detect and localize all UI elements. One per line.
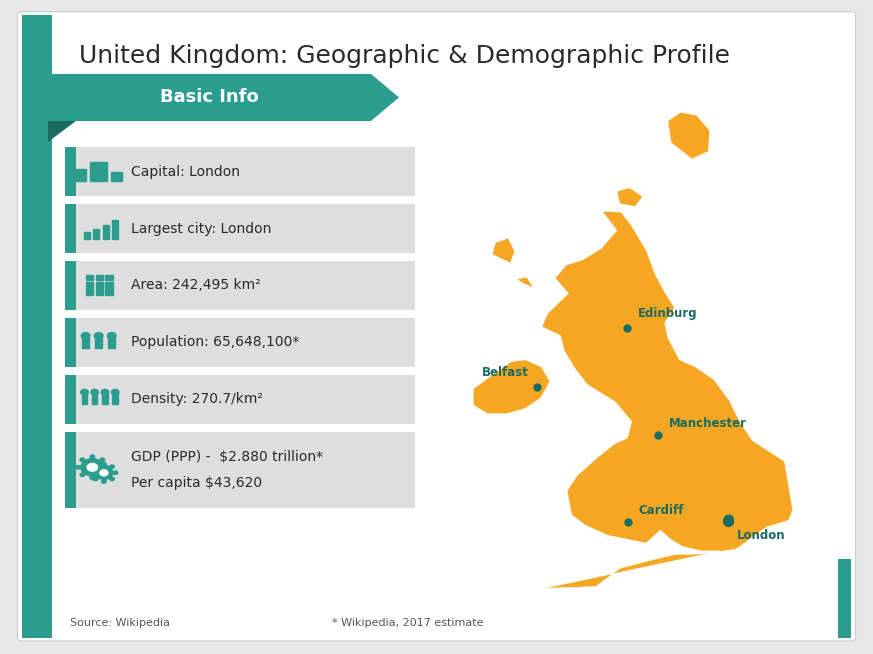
Bar	[93, 230, 100, 239]
Circle shape	[93, 465, 98, 468]
Bar	[108, 337, 115, 348]
Text: Belfast: Belfast	[482, 366, 528, 379]
Circle shape	[76, 466, 80, 469]
Circle shape	[90, 471, 94, 475]
Bar	[86, 283, 93, 288]
Circle shape	[80, 473, 85, 477]
Circle shape	[100, 470, 108, 476]
Text: United Kingdom: Geographic & Demographic Profile: United Kingdom: Geographic & Demographic…	[79, 44, 730, 67]
Circle shape	[80, 389, 88, 395]
Bar	[96, 283, 103, 288]
Circle shape	[101, 462, 107, 466]
Text: Manchester: Manchester	[669, 417, 747, 430]
Bar	[86, 290, 93, 295]
Bar	[106, 275, 113, 281]
Bar	[82, 393, 87, 404]
Polygon shape	[668, 112, 710, 159]
Polygon shape	[617, 188, 643, 207]
Bar	[82, 337, 89, 348]
Polygon shape	[22, 15, 52, 638]
Bar	[102, 393, 107, 404]
Text: Largest city: London: Largest city: London	[131, 222, 272, 235]
Bar	[84, 232, 90, 239]
Circle shape	[95, 466, 113, 479]
Bar	[65, 375, 76, 424]
Circle shape	[81, 333, 90, 339]
Circle shape	[80, 458, 85, 462]
Polygon shape	[48, 121, 76, 142]
Text: Basic Info: Basic Info	[160, 88, 259, 107]
Circle shape	[100, 473, 105, 477]
Circle shape	[104, 466, 109, 469]
Text: Cardiff: Cardiff	[638, 504, 684, 517]
Bar	[65, 432, 415, 508]
Bar	[76, 169, 86, 181]
Bar	[65, 318, 415, 367]
Bar	[96, 290, 103, 295]
Bar	[65, 204, 76, 253]
Circle shape	[81, 458, 104, 476]
Circle shape	[93, 477, 98, 481]
Bar	[65, 375, 415, 424]
Circle shape	[90, 455, 94, 458]
Bar	[65, 204, 415, 253]
Bar	[111, 171, 121, 181]
Text: Population: 65,648,100*: Population: 65,648,100*	[131, 336, 299, 349]
Text: GDP (PPP) -  $2.880 trillion*: GDP (PPP) - $2.880 trillion*	[131, 450, 323, 464]
Bar	[113, 393, 118, 404]
Bar	[65, 318, 76, 367]
Circle shape	[101, 479, 107, 483]
Bar	[838, 559, 851, 638]
Text: London: London	[737, 529, 786, 542]
Polygon shape	[48, 74, 371, 121]
Polygon shape	[371, 74, 399, 121]
Bar	[65, 147, 76, 196]
Polygon shape	[492, 238, 514, 263]
Circle shape	[91, 389, 99, 395]
Bar	[96, 275, 103, 281]
Text: Edinburg: Edinburg	[637, 307, 698, 320]
Bar	[95, 337, 102, 348]
Circle shape	[94, 333, 103, 339]
Bar	[103, 224, 108, 239]
Text: * Wikipedia, 2017 estimate: * Wikipedia, 2017 estimate	[332, 617, 484, 628]
Text: Source: Wikipedia: Source: Wikipedia	[70, 617, 170, 628]
Bar	[106, 290, 113, 295]
Circle shape	[112, 389, 119, 395]
Circle shape	[113, 471, 118, 475]
Bar	[86, 275, 93, 281]
Polygon shape	[542, 211, 793, 588]
Circle shape	[90, 476, 94, 479]
Bar	[92, 393, 98, 404]
Text: Density: 270.7/km²: Density: 270.7/km²	[131, 392, 263, 406]
FancyBboxPatch shape	[17, 12, 856, 641]
Circle shape	[87, 464, 98, 471]
Circle shape	[110, 465, 114, 468]
Bar	[90, 162, 107, 181]
Circle shape	[110, 477, 114, 481]
Text: ✪: ✪	[722, 514, 734, 528]
Bar	[65, 432, 76, 508]
Circle shape	[101, 389, 109, 395]
Bar	[65, 261, 76, 310]
Polygon shape	[517, 277, 533, 288]
Circle shape	[100, 458, 105, 462]
Bar	[113, 220, 118, 239]
Circle shape	[107, 333, 116, 339]
Text: Per capita $43,620: Per capita $43,620	[131, 475, 262, 490]
Text: Capital: London: Capital: London	[131, 165, 240, 179]
Bar	[65, 261, 415, 310]
Bar	[106, 283, 113, 288]
Bar	[65, 147, 415, 196]
Text: Area: 242,495 km²: Area: 242,495 km²	[131, 279, 260, 292]
Polygon shape	[473, 360, 550, 414]
